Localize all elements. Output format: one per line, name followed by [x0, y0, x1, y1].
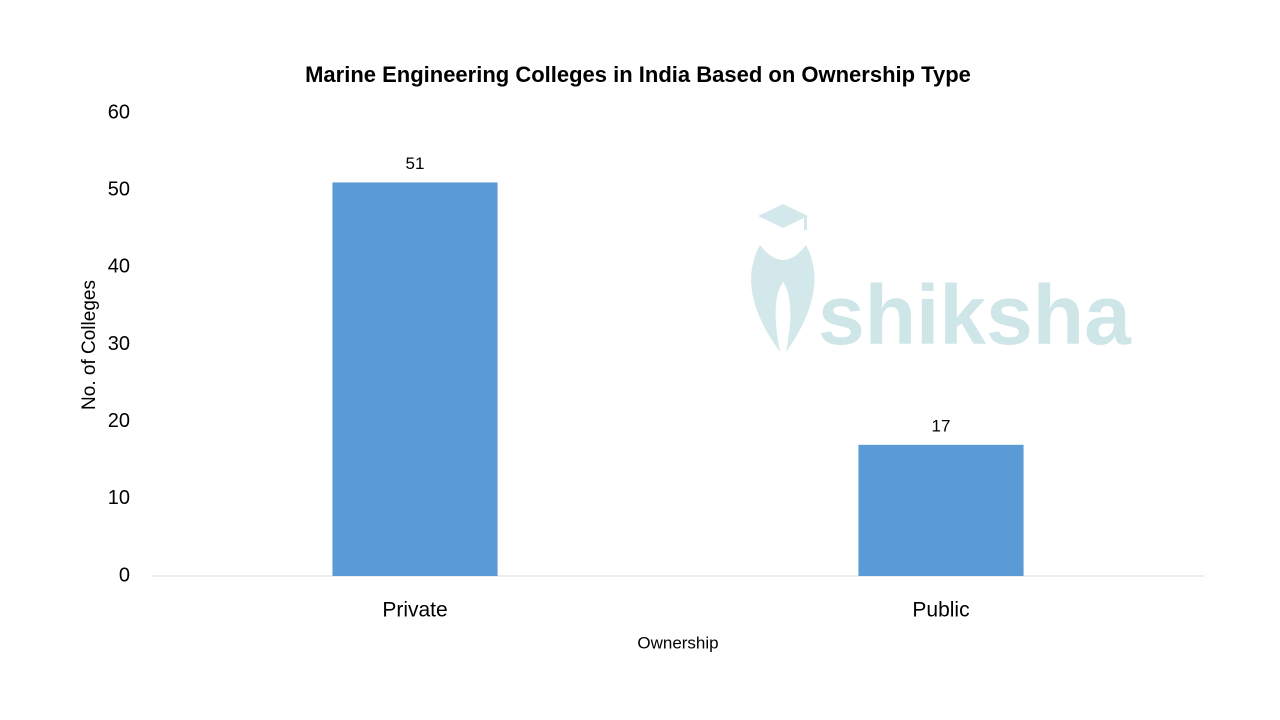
x-tick-label: Private	[382, 599, 447, 622]
y-tick-label: 50	[108, 178, 130, 200]
data-label: 51	[406, 154, 425, 173]
y-tick-label: 60	[108, 101, 130, 123]
chart-title: Marine Engineering Colleges in India Bas…	[305, 62, 971, 87]
logo-tassel	[804, 216, 807, 230]
data-label: 17	[932, 416, 951, 435]
y-axis-label: No. of Colleges	[79, 280, 100, 410]
logo-cap	[758, 204, 808, 228]
y-tick-label: 10	[108, 487, 130, 509]
logo-drop	[751, 245, 815, 352]
watermark-logo	[751, 204, 815, 352]
bar	[858, 444, 1024, 576]
y-tick-label: 40	[108, 256, 130, 278]
bar	[332, 182, 498, 576]
y-tick-label: 0	[119, 564, 130, 586]
y-tick-label: 30	[108, 333, 130, 355]
watermark-text: shiksha	[818, 268, 1132, 362]
x-tick-label: Public	[912, 599, 969, 622]
y-tick-label: 20	[108, 410, 130, 432]
x-axis-label: Ownership	[637, 633, 718, 652]
